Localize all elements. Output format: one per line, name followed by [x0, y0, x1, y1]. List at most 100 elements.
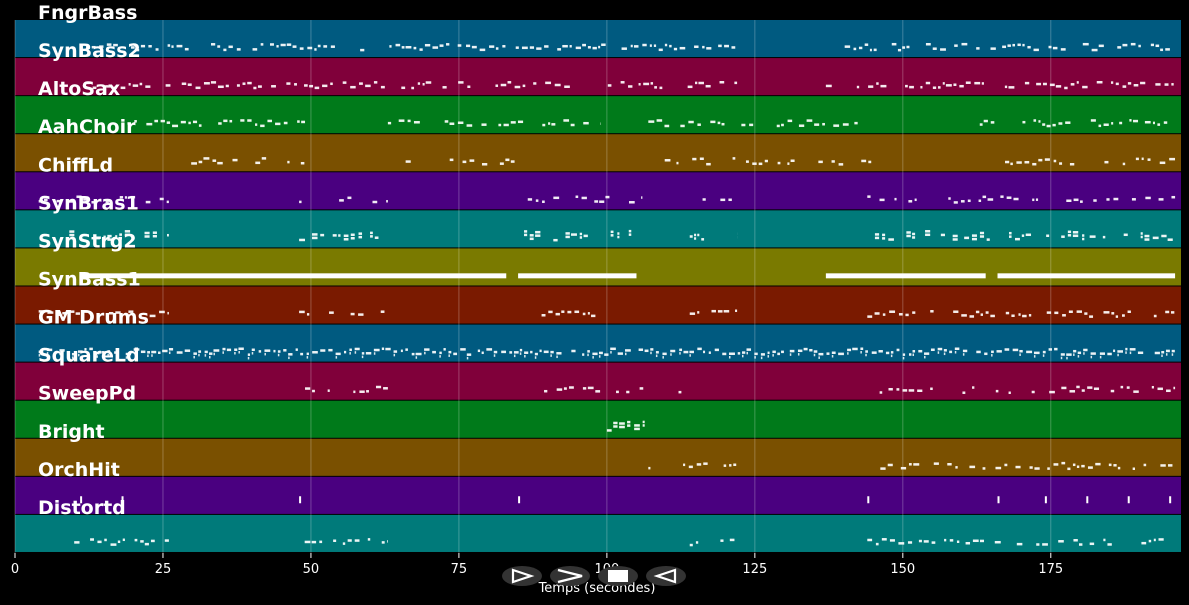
note [1129, 119, 1132, 122]
note [432, 350, 436, 354]
note [610, 230, 614, 234]
note [1113, 464, 1117, 467]
note [1159, 161, 1166, 165]
note [535, 234, 541, 237]
note [1012, 43, 1016, 47]
note [551, 123, 556, 126]
note [385, 347, 391, 351]
note [198, 160, 203, 164]
note [309, 84, 314, 88]
note [595, 390, 601, 393]
note [1059, 162, 1063, 165]
note [587, 350, 590, 353]
note [481, 351, 484, 355]
note [971, 234, 977, 237]
note [1042, 350, 1046, 354]
track-label: SweepPd [38, 383, 136, 405]
note [953, 83, 957, 86]
note [277, 350, 281, 353]
note [139, 82, 143, 86]
note [53, 353, 56, 356]
stop-icon[interactable] [598, 566, 638, 586]
play-forward-icon[interactable] [502, 566, 542, 586]
note [354, 351, 357, 354]
note [981, 82, 984, 85]
play-backward-icon[interactable] [646, 566, 686, 586]
note [232, 158, 238, 162]
note [1122, 85, 1127, 88]
note [505, 158, 510, 162]
note [831, 355, 834, 358]
track-lane [15, 286, 1181, 324]
note [952, 234, 958, 238]
note [703, 462, 708, 465]
note [1061, 386, 1067, 390]
note [257, 85, 262, 88]
note [304, 540, 311, 544]
note [1129, 348, 1136, 351]
note [683, 350, 689, 354]
next-icon[interactable] [550, 566, 590, 586]
note [176, 351, 183, 354]
note [481, 123, 487, 126]
note [1035, 198, 1039, 201]
note [867, 538, 873, 542]
note [860, 347, 864, 351]
note [1117, 353, 1119, 357]
note [867, 195, 871, 198]
note [777, 161, 781, 165]
note [1171, 83, 1174, 86]
note [1106, 198, 1110, 201]
note [311, 236, 318, 240]
note [533, 82, 537, 85]
note [181, 82, 187, 86]
note [513, 354, 516, 358]
note [664, 124, 670, 128]
note [662, 352, 667, 356]
track-lane [15, 58, 1181, 96]
note [1157, 123, 1161, 126]
note [449, 122, 455, 126]
note [1117, 46, 1122, 49]
note [128, 310, 134, 313]
note [534, 356, 537, 359]
note [878, 350, 883, 353]
note [91, 201, 97, 204]
note [1140, 232, 1143, 235]
note [458, 81, 464, 84]
note [1061, 235, 1065, 238]
note [930, 387, 933, 391]
play-forward-glyph [511, 568, 535, 584]
note [140, 44, 146, 48]
note [273, 349, 276, 353]
note [1066, 199, 1072, 203]
note [994, 540, 1001, 544]
note [1140, 235, 1143, 239]
note [650, 348, 654, 351]
note [695, 541, 699, 544]
note [203, 157, 210, 160]
note [370, 231, 373, 235]
note [128, 83, 131, 86]
note [728, 352, 735, 356]
note [873, 48, 877, 52]
note [868, 160, 872, 164]
note [721, 122, 725, 126]
x-tick-label: 125 [742, 562, 767, 577]
note [906, 231, 911, 234]
note [954, 347, 960, 351]
note [343, 238, 349, 241]
note [127, 122, 131, 125]
note [1140, 81, 1146, 85]
note [949, 539, 954, 542]
note [626, 390, 630, 394]
note [411, 86, 415, 90]
note [920, 85, 923, 89]
note [937, 351, 940, 354]
note [144, 235, 150, 238]
note [467, 85, 471, 89]
note-hit [518, 496, 521, 504]
note [995, 389, 999, 393]
note-hit [867, 496, 870, 504]
note [940, 233, 945, 237]
